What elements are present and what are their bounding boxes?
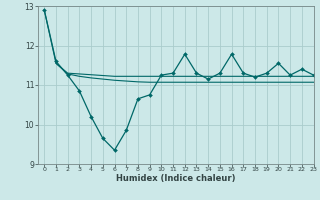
X-axis label: Humidex (Indice chaleur): Humidex (Indice chaleur) — [116, 174, 236, 183]
